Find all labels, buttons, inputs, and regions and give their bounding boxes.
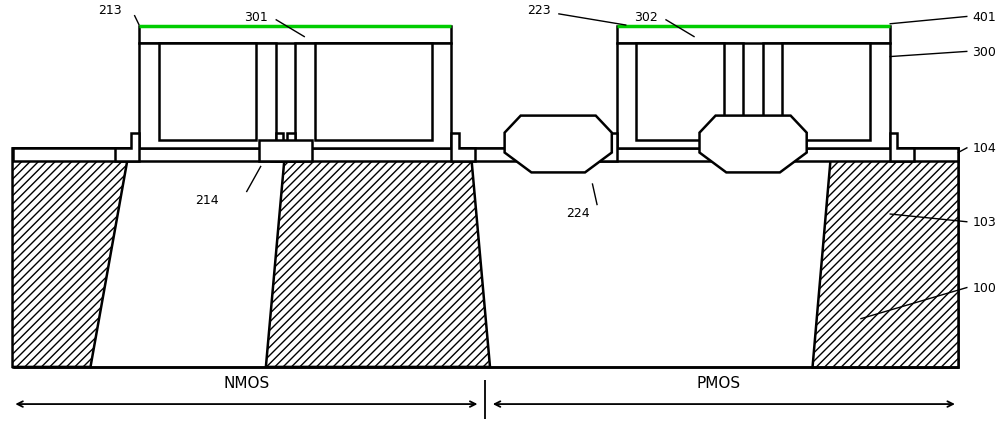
Polygon shape xyxy=(890,133,914,162)
Text: 301: 301 xyxy=(244,11,268,24)
Polygon shape xyxy=(295,44,451,148)
Polygon shape xyxy=(139,44,276,148)
Polygon shape xyxy=(505,115,612,172)
Text: 223: 223 xyxy=(527,4,551,17)
Text: 104: 104 xyxy=(972,142,996,155)
Text: 213: 213 xyxy=(98,4,122,17)
Polygon shape xyxy=(738,133,763,162)
Polygon shape xyxy=(276,133,300,162)
Polygon shape xyxy=(315,44,432,140)
Polygon shape xyxy=(451,133,475,162)
Polygon shape xyxy=(13,148,958,162)
Polygon shape xyxy=(617,44,743,148)
Polygon shape xyxy=(266,148,490,367)
Polygon shape xyxy=(592,133,617,162)
Polygon shape xyxy=(271,133,295,162)
Text: 103: 103 xyxy=(972,216,996,229)
Text: 214: 214 xyxy=(196,194,219,207)
Text: 401: 401 xyxy=(972,11,996,24)
Polygon shape xyxy=(743,133,768,162)
Text: NMOS: NMOS xyxy=(223,376,270,391)
Polygon shape xyxy=(159,44,256,140)
Text: 224: 224 xyxy=(566,207,590,220)
Text: 300: 300 xyxy=(972,46,996,59)
Polygon shape xyxy=(812,148,958,367)
Text: 100: 100 xyxy=(972,282,996,295)
Polygon shape xyxy=(115,133,139,162)
Polygon shape xyxy=(13,148,958,367)
Polygon shape xyxy=(763,44,890,148)
Polygon shape xyxy=(636,44,724,140)
Text: PMOS: PMOS xyxy=(697,376,741,391)
Polygon shape xyxy=(259,140,312,162)
Polygon shape xyxy=(782,44,870,140)
Text: 302: 302 xyxy=(634,11,658,24)
Polygon shape xyxy=(139,26,451,44)
Polygon shape xyxy=(700,115,807,172)
Polygon shape xyxy=(13,148,129,367)
Polygon shape xyxy=(617,26,890,44)
